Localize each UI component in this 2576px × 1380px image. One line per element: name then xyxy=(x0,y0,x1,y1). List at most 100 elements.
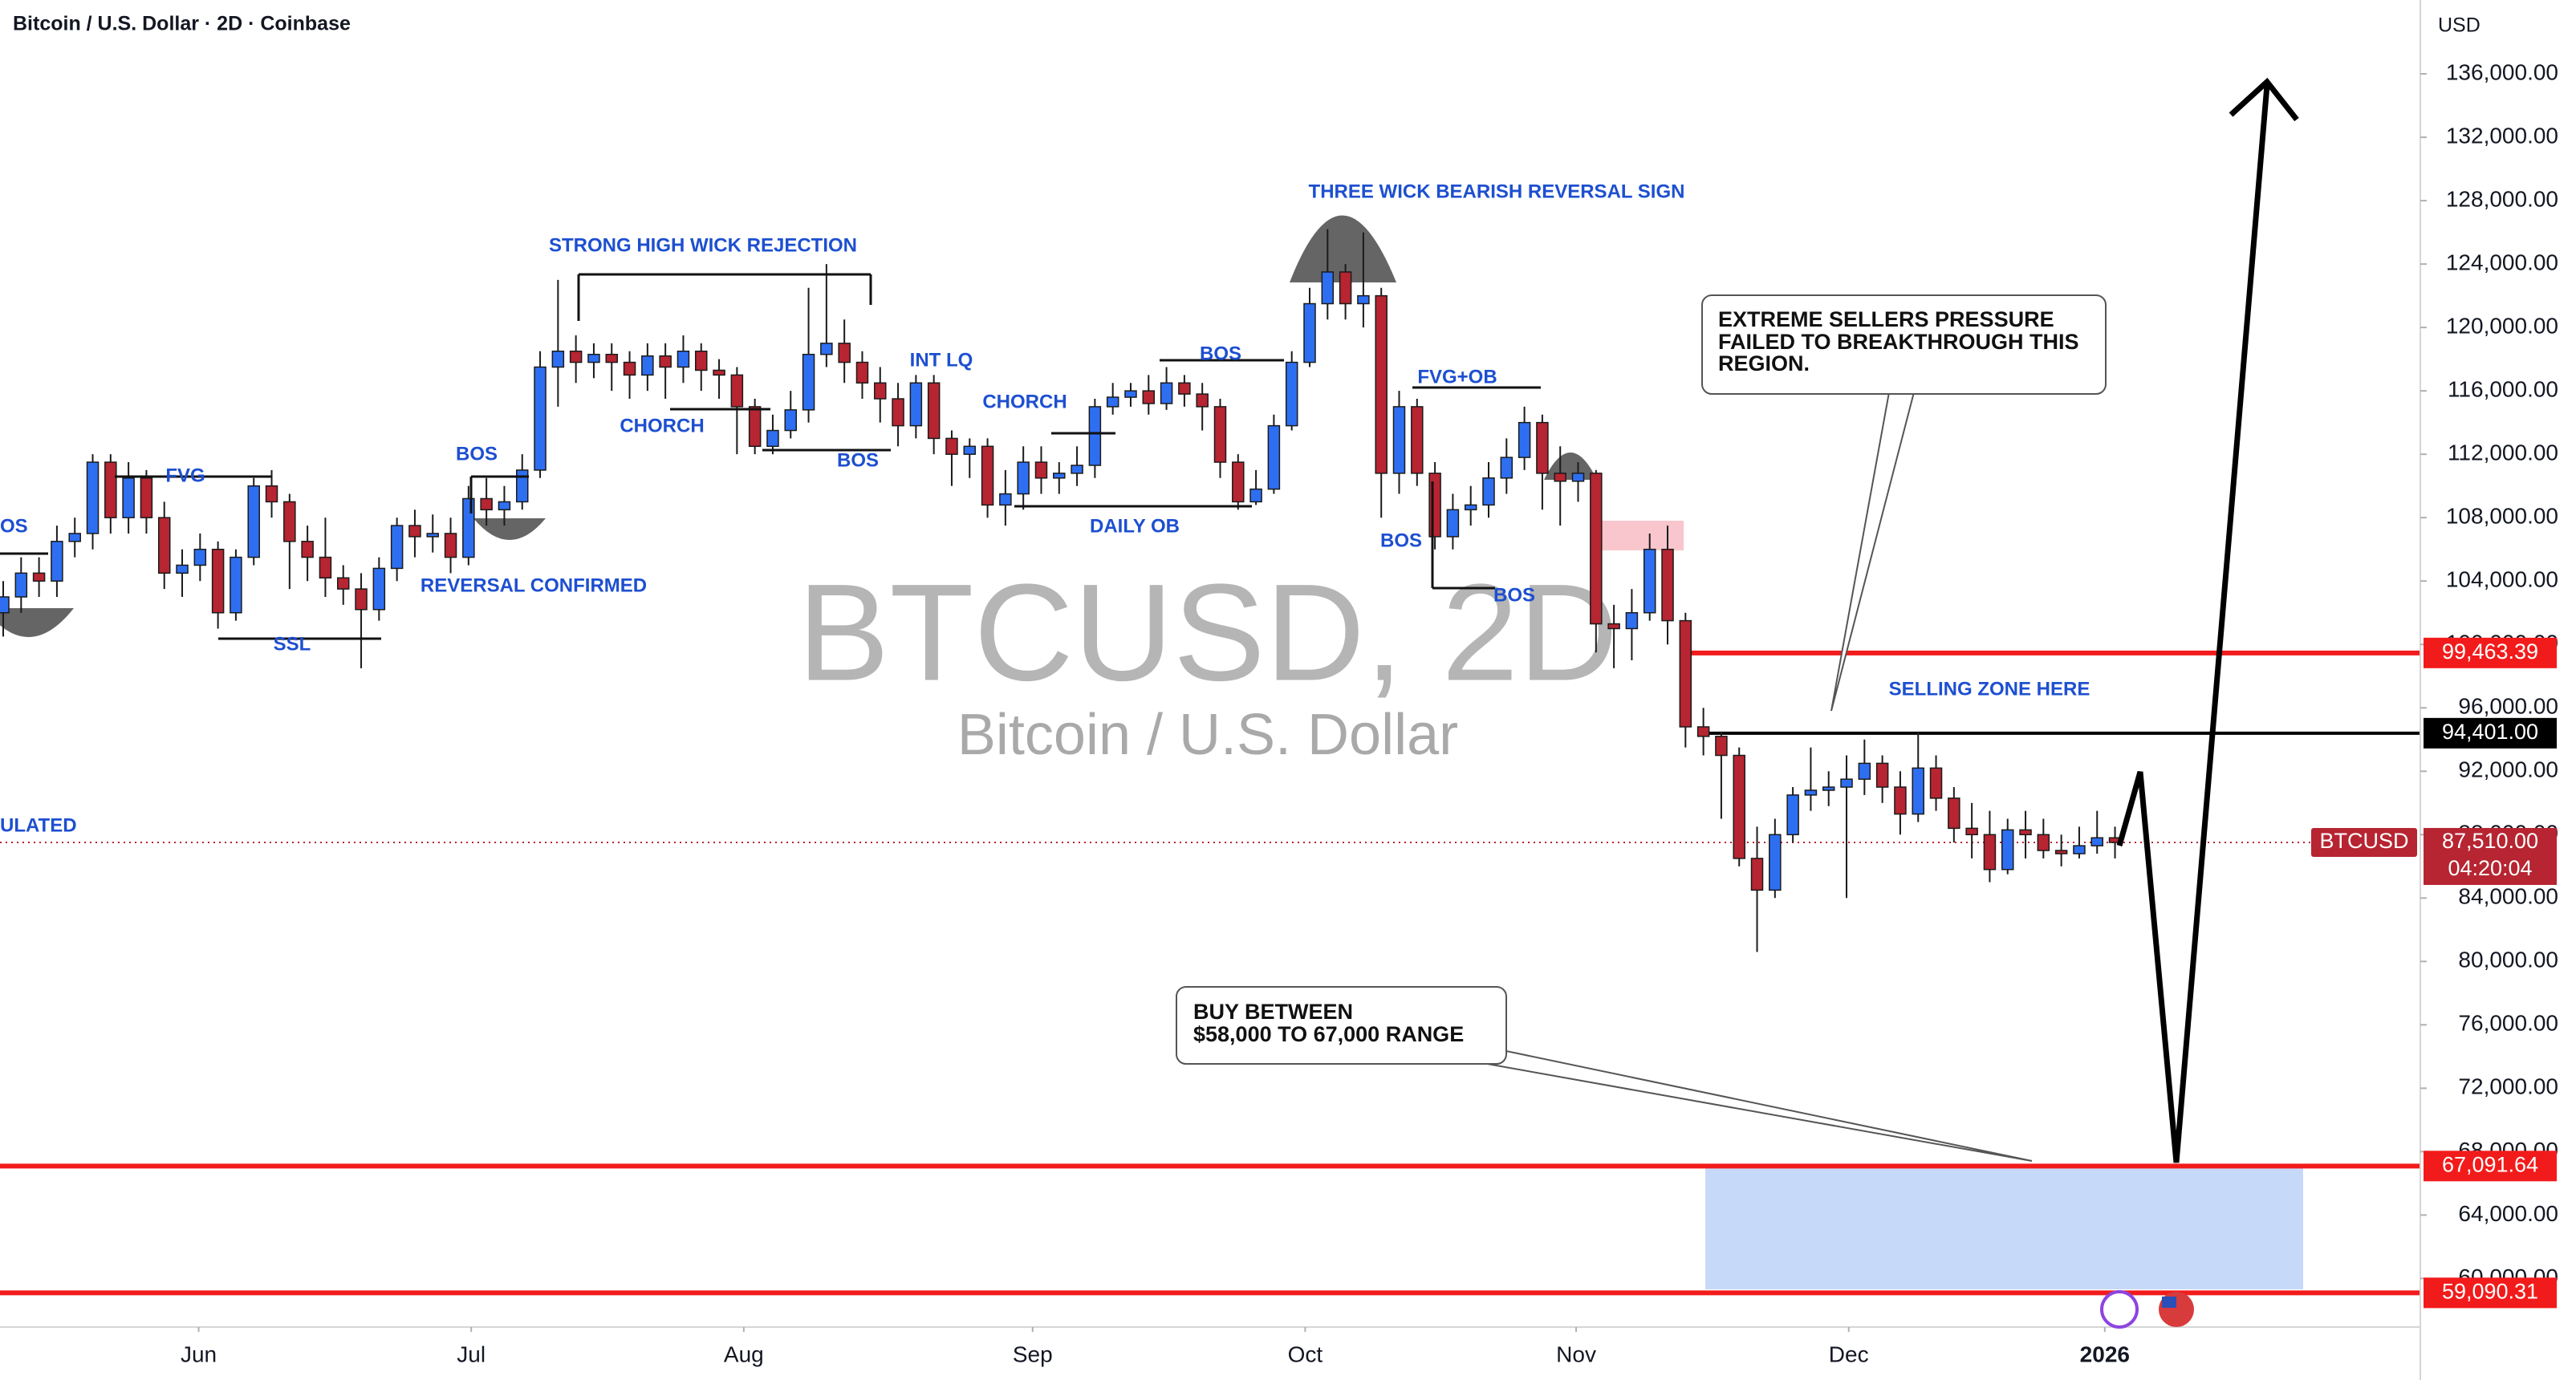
candle xyxy=(1625,589,1639,660)
candle xyxy=(1858,739,1871,795)
candle-body xyxy=(641,355,654,376)
candle-body xyxy=(1912,767,1924,815)
candle-body xyxy=(838,343,851,363)
candle xyxy=(444,518,457,574)
candle-body xyxy=(301,541,314,558)
candle-body xyxy=(1696,726,1710,737)
candle xyxy=(2073,826,2086,858)
candle-body xyxy=(623,361,636,376)
candle-body xyxy=(981,445,994,506)
candle xyxy=(713,359,725,400)
candle-body xyxy=(1571,473,1585,482)
candle xyxy=(1053,462,1066,494)
y-tick-label: 124,000.00 xyxy=(2446,250,2558,275)
candle xyxy=(390,518,404,582)
candle-body xyxy=(104,461,117,518)
candle-body xyxy=(176,564,189,574)
candle xyxy=(104,454,117,534)
candle-body xyxy=(1232,461,1245,503)
x-tick-label: Sep xyxy=(1013,1341,1053,1366)
y-tick-label: 64,000.00 xyxy=(2458,1201,2558,1226)
candle-body xyxy=(1196,393,1209,408)
wick-cap xyxy=(1290,215,1396,282)
candle xyxy=(193,533,207,582)
candle-body xyxy=(1786,794,1799,836)
candle xyxy=(659,343,672,400)
candle-body xyxy=(1339,271,1352,305)
candle-body xyxy=(1446,509,1460,538)
callout-box xyxy=(1176,986,1507,1065)
candle xyxy=(1106,383,1119,415)
price-label: 87,510.00 xyxy=(2442,829,2538,853)
candle xyxy=(2090,810,2103,854)
candle xyxy=(927,375,941,455)
candle-body xyxy=(355,588,368,611)
candle xyxy=(68,518,81,558)
callout-text: FAILED TO BREAKTHROUGH THIS xyxy=(1718,330,2079,354)
candle xyxy=(1643,533,1656,621)
candle-body xyxy=(1822,786,1835,791)
candle xyxy=(1571,462,1585,502)
candle xyxy=(2037,818,2050,858)
fvg-zone xyxy=(1602,521,1684,550)
x-tick-label: 2026 xyxy=(2080,1341,2130,1366)
candle xyxy=(1088,399,1102,478)
annotation: ULATED xyxy=(0,814,77,836)
candle-body xyxy=(1375,294,1388,474)
candle-body xyxy=(1160,382,1173,404)
y-tick-label: 72,000.00 xyxy=(2458,1074,2558,1099)
candle-body xyxy=(211,548,225,614)
y-tick-label: 104,000.00 xyxy=(2446,567,2558,592)
candle xyxy=(1715,731,1728,819)
candle xyxy=(1536,414,1549,510)
annotation: DAILY OB xyxy=(1090,515,1180,537)
candle-body xyxy=(551,351,565,368)
candle xyxy=(1929,755,1943,811)
candle-body xyxy=(1392,406,1406,474)
chart-title: Bitcoin / U.S. Dollar · 2D · Coinbase xyxy=(13,13,351,35)
annotation: FVG xyxy=(165,465,205,486)
candle-body xyxy=(336,577,350,590)
candle xyxy=(230,549,242,621)
candle-body xyxy=(1536,421,1549,474)
candle xyxy=(909,375,923,439)
candle-body xyxy=(265,485,278,503)
candle xyxy=(1696,708,1710,756)
annotation: BOS xyxy=(456,443,498,465)
annotation: BOS xyxy=(1200,343,1241,364)
candle xyxy=(1071,446,1083,486)
candle xyxy=(515,454,529,510)
level-label: 59,090.31 xyxy=(2442,1280,2538,1304)
candle xyxy=(1464,485,1477,526)
candle xyxy=(1500,438,1514,494)
candle-body xyxy=(1875,762,1889,788)
candle-body xyxy=(1124,390,1137,398)
candle xyxy=(1196,383,1209,431)
candle-body xyxy=(909,382,923,427)
candle-body xyxy=(2001,829,2014,871)
candle-body xyxy=(462,497,475,558)
candle xyxy=(355,573,368,668)
candle-body xyxy=(1965,827,1978,836)
annotation: REVERSAL CONFIRMED xyxy=(421,574,647,596)
candle xyxy=(2054,834,2068,867)
candle-body xyxy=(319,556,332,579)
level-label-box xyxy=(2424,1277,2557,1309)
candle xyxy=(1160,367,1173,410)
candle-body xyxy=(2054,850,2068,854)
candle-body xyxy=(999,493,1012,506)
x-tick-label: Oct xyxy=(1288,1341,1323,1366)
y-tick-label: 92,000.00 xyxy=(2458,757,2558,782)
candle xyxy=(1392,391,1406,494)
icon[interactable] xyxy=(2100,1290,2139,1329)
candle xyxy=(32,557,46,597)
annotation: SELLING ZONE HERE xyxy=(1889,678,2090,700)
candle xyxy=(999,469,1012,526)
candle xyxy=(86,454,100,550)
level-label: 67,091.64 xyxy=(2442,1152,2538,1176)
candle-body xyxy=(1285,361,1298,427)
candle-body xyxy=(157,517,171,574)
candle-body xyxy=(1321,271,1335,305)
